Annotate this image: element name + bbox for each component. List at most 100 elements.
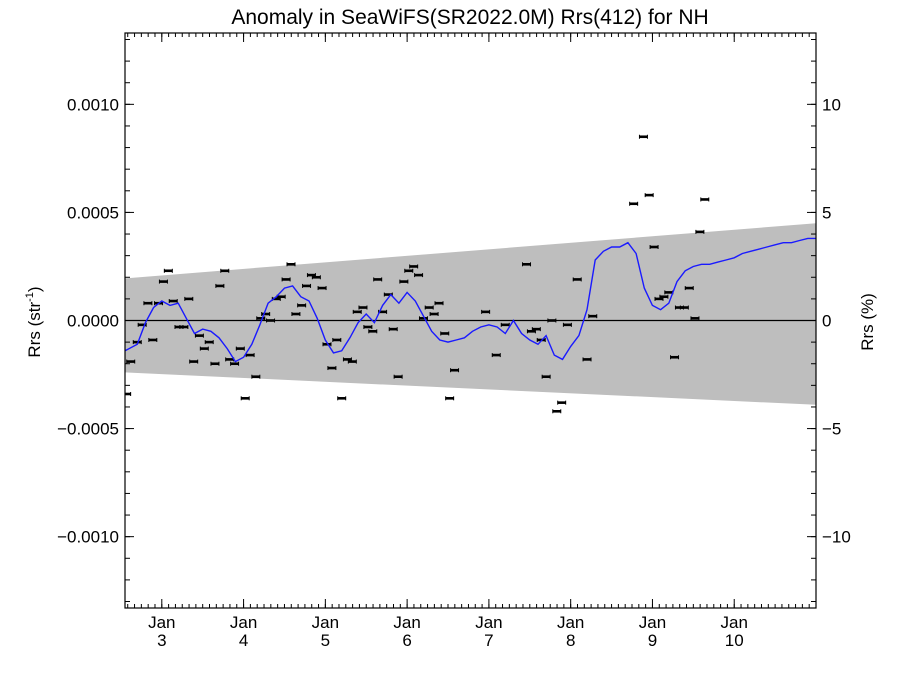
x-tick-label-year: 3 (157, 631, 166, 650)
data-point (261, 312, 271, 317)
data-point (347, 359, 357, 364)
uncertainty-band (125, 223, 816, 405)
x-tick-label-year: 8 (566, 631, 575, 650)
data-point (291, 312, 301, 317)
data-point (317, 286, 327, 291)
data-point (429, 312, 439, 317)
data-point (251, 374, 261, 379)
x-tick-label-month: Jan (639, 613, 666, 632)
data-point (629, 201, 639, 206)
data-point (256, 316, 266, 321)
data-point (235, 346, 245, 351)
data-point (373, 277, 383, 282)
smoothed-line (125, 237, 816, 363)
data-point (126, 359, 136, 364)
data-point (418, 316, 428, 321)
data-point (684, 286, 694, 291)
data-point (327, 366, 337, 371)
data-point (491, 353, 501, 358)
data-point (552, 409, 562, 414)
x-tick-label-month: Jan (721, 613, 748, 632)
data-point (562, 322, 572, 327)
data-point (302, 283, 312, 288)
data-point (148, 337, 158, 342)
x-tick-label-year: 4 (239, 631, 248, 650)
data-point (424, 305, 434, 310)
y-tick-label-left: 0.0000 (67, 312, 119, 331)
x-tick-label-month: Jan (557, 613, 584, 632)
data-point (404, 268, 414, 273)
y-tick-label-left: −0.0010 (57, 528, 119, 547)
data-point (440, 331, 450, 336)
data-point (541, 374, 551, 379)
data-point (644, 193, 654, 198)
data-point (143, 301, 153, 306)
data-point (670, 355, 680, 360)
data-point (163, 268, 173, 273)
data-point (531, 327, 541, 332)
data-point (311, 275, 321, 280)
y-tick-label-right: −10 (822, 528, 851, 547)
data-point (547, 318, 557, 323)
data-point (414, 273, 424, 278)
data-point (199, 346, 209, 351)
y-tick-label-right: −5 (822, 420, 841, 439)
plot-area: 0.0010 0.0005 0.0000 −0.0005 −0.0010 10 5 0 −5 −1… (57, 32, 851, 650)
data-point (210, 361, 220, 366)
data-point (322, 342, 332, 347)
data-point (266, 318, 276, 323)
data-point (194, 333, 204, 338)
data-point (638, 134, 648, 139)
data-point (352, 309, 362, 314)
data-point (281, 277, 291, 282)
data-point (240, 396, 250, 401)
data-point (363, 324, 373, 329)
data-point (388, 327, 398, 332)
data-point (481, 309, 491, 314)
y-axis-label-left: Rrs (str-1) (24, 286, 44, 357)
data-point (230, 361, 240, 366)
y-tick-label-right: 10 (822, 95, 841, 114)
data-point (399, 279, 409, 284)
data-point (332, 337, 342, 342)
x-tick-label-month: Jan (230, 613, 257, 632)
data-point (445, 396, 455, 401)
data-point (690, 316, 700, 321)
x-tick-label-month: Jan (475, 613, 502, 632)
x-tick-label-year: 5 (321, 631, 330, 650)
data-point (297, 303, 307, 308)
y-tick-label-left: 0.0010 (67, 95, 119, 114)
x-tick-label-year: 7 (484, 631, 493, 650)
x-tick-label-month: Jan (312, 613, 339, 632)
data-point (125, 391, 132, 396)
data-point (220, 268, 230, 273)
x-tick-label-year: 9 (648, 631, 657, 650)
data-point (522, 262, 532, 267)
chart-title: Anomaly in SeaWiFS(SR2022.0M) Rrs(412) f… (231, 6, 708, 29)
data-point (679, 305, 689, 310)
y-axis-label-right: Rrs (%) (858, 293, 877, 351)
data-point (695, 229, 705, 234)
data-point (286, 262, 296, 267)
y-tick-label-left: −0.0005 (57, 420, 119, 439)
x-tick-label-month: Jan (393, 613, 420, 632)
data-point (168, 299, 178, 304)
y-tick-label-right: 5 (822, 203, 831, 222)
data-point (700, 197, 710, 202)
data-point (450, 368, 460, 373)
data-point (204, 340, 214, 345)
x-tick-label-year: 10 (725, 631, 744, 650)
data-point (368, 329, 378, 334)
data-point (659, 294, 669, 299)
data-point (184, 296, 194, 301)
data-point (572, 277, 582, 282)
data-point (582, 357, 592, 362)
data-point (358, 305, 368, 310)
y-tick-label-right: 0 (822, 312, 831, 331)
data-point (158, 279, 168, 284)
x-tick-label-month: Jan (148, 613, 175, 632)
data-point (393, 374, 403, 379)
data-point (132, 340, 142, 345)
data-point (588, 314, 598, 319)
y-tick-label-left: 0.0005 (67, 203, 119, 222)
